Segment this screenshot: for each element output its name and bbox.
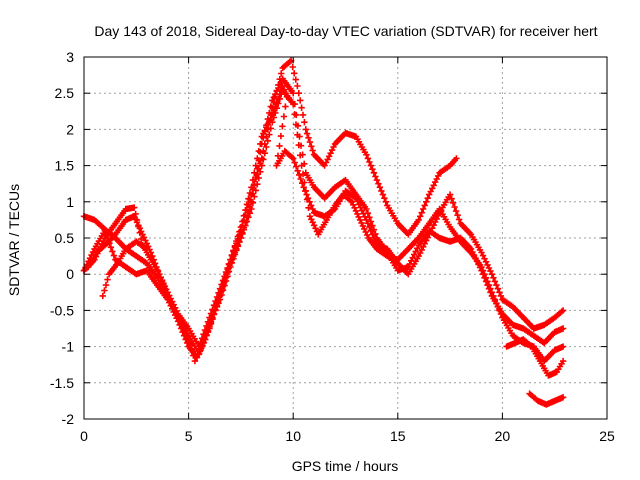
series-track-c xyxy=(85,86,567,365)
y-axis-title: SDTVAR / TECUs xyxy=(6,184,22,296)
x-tick-label: 0 xyxy=(80,428,88,444)
y-tick-label: 1 xyxy=(66,194,74,210)
series-markers xyxy=(85,86,567,365)
y-tick-label: 0 xyxy=(66,266,74,282)
y-tick-label: 2.5 xyxy=(55,85,75,101)
y-tick-label: -1.5 xyxy=(50,375,74,391)
axis-ticks: 0 5 10 15 20 25 -2 -1.5 -1 -0.5 0 0.5 1 1.5 2 2.5 3 xyxy=(50,49,615,444)
series-markers xyxy=(80,57,460,350)
y-tick-label: 0.5 xyxy=(55,230,75,246)
y-tick-label: 1.5 xyxy=(55,158,75,174)
data-layer xyxy=(80,57,567,408)
x-tick-label: 20 xyxy=(495,428,511,444)
x-tick-label: 15 xyxy=(390,428,406,444)
series-track-b xyxy=(80,57,460,350)
y-tick-label: 3 xyxy=(66,49,74,65)
x-tick-label: 10 xyxy=(285,428,301,444)
series-track-f xyxy=(503,336,567,379)
y-tick-label: -2 xyxy=(62,411,75,427)
y-tick-label: -1 xyxy=(62,339,75,355)
grid xyxy=(84,57,607,419)
x-axis-title: GPS time / hours xyxy=(292,458,399,474)
chart-title: Day 143 of 2018, Sidereal Day-to-day VTE… xyxy=(94,23,597,39)
y-tick-label: -0.5 xyxy=(50,302,74,318)
x-tick-label: 25 xyxy=(599,428,615,444)
series-track-e xyxy=(99,238,567,408)
x-tick-label: 5 xyxy=(185,428,193,444)
y-tick-label: 2 xyxy=(66,121,74,137)
series-markers xyxy=(99,238,567,408)
series-markers xyxy=(503,336,567,379)
